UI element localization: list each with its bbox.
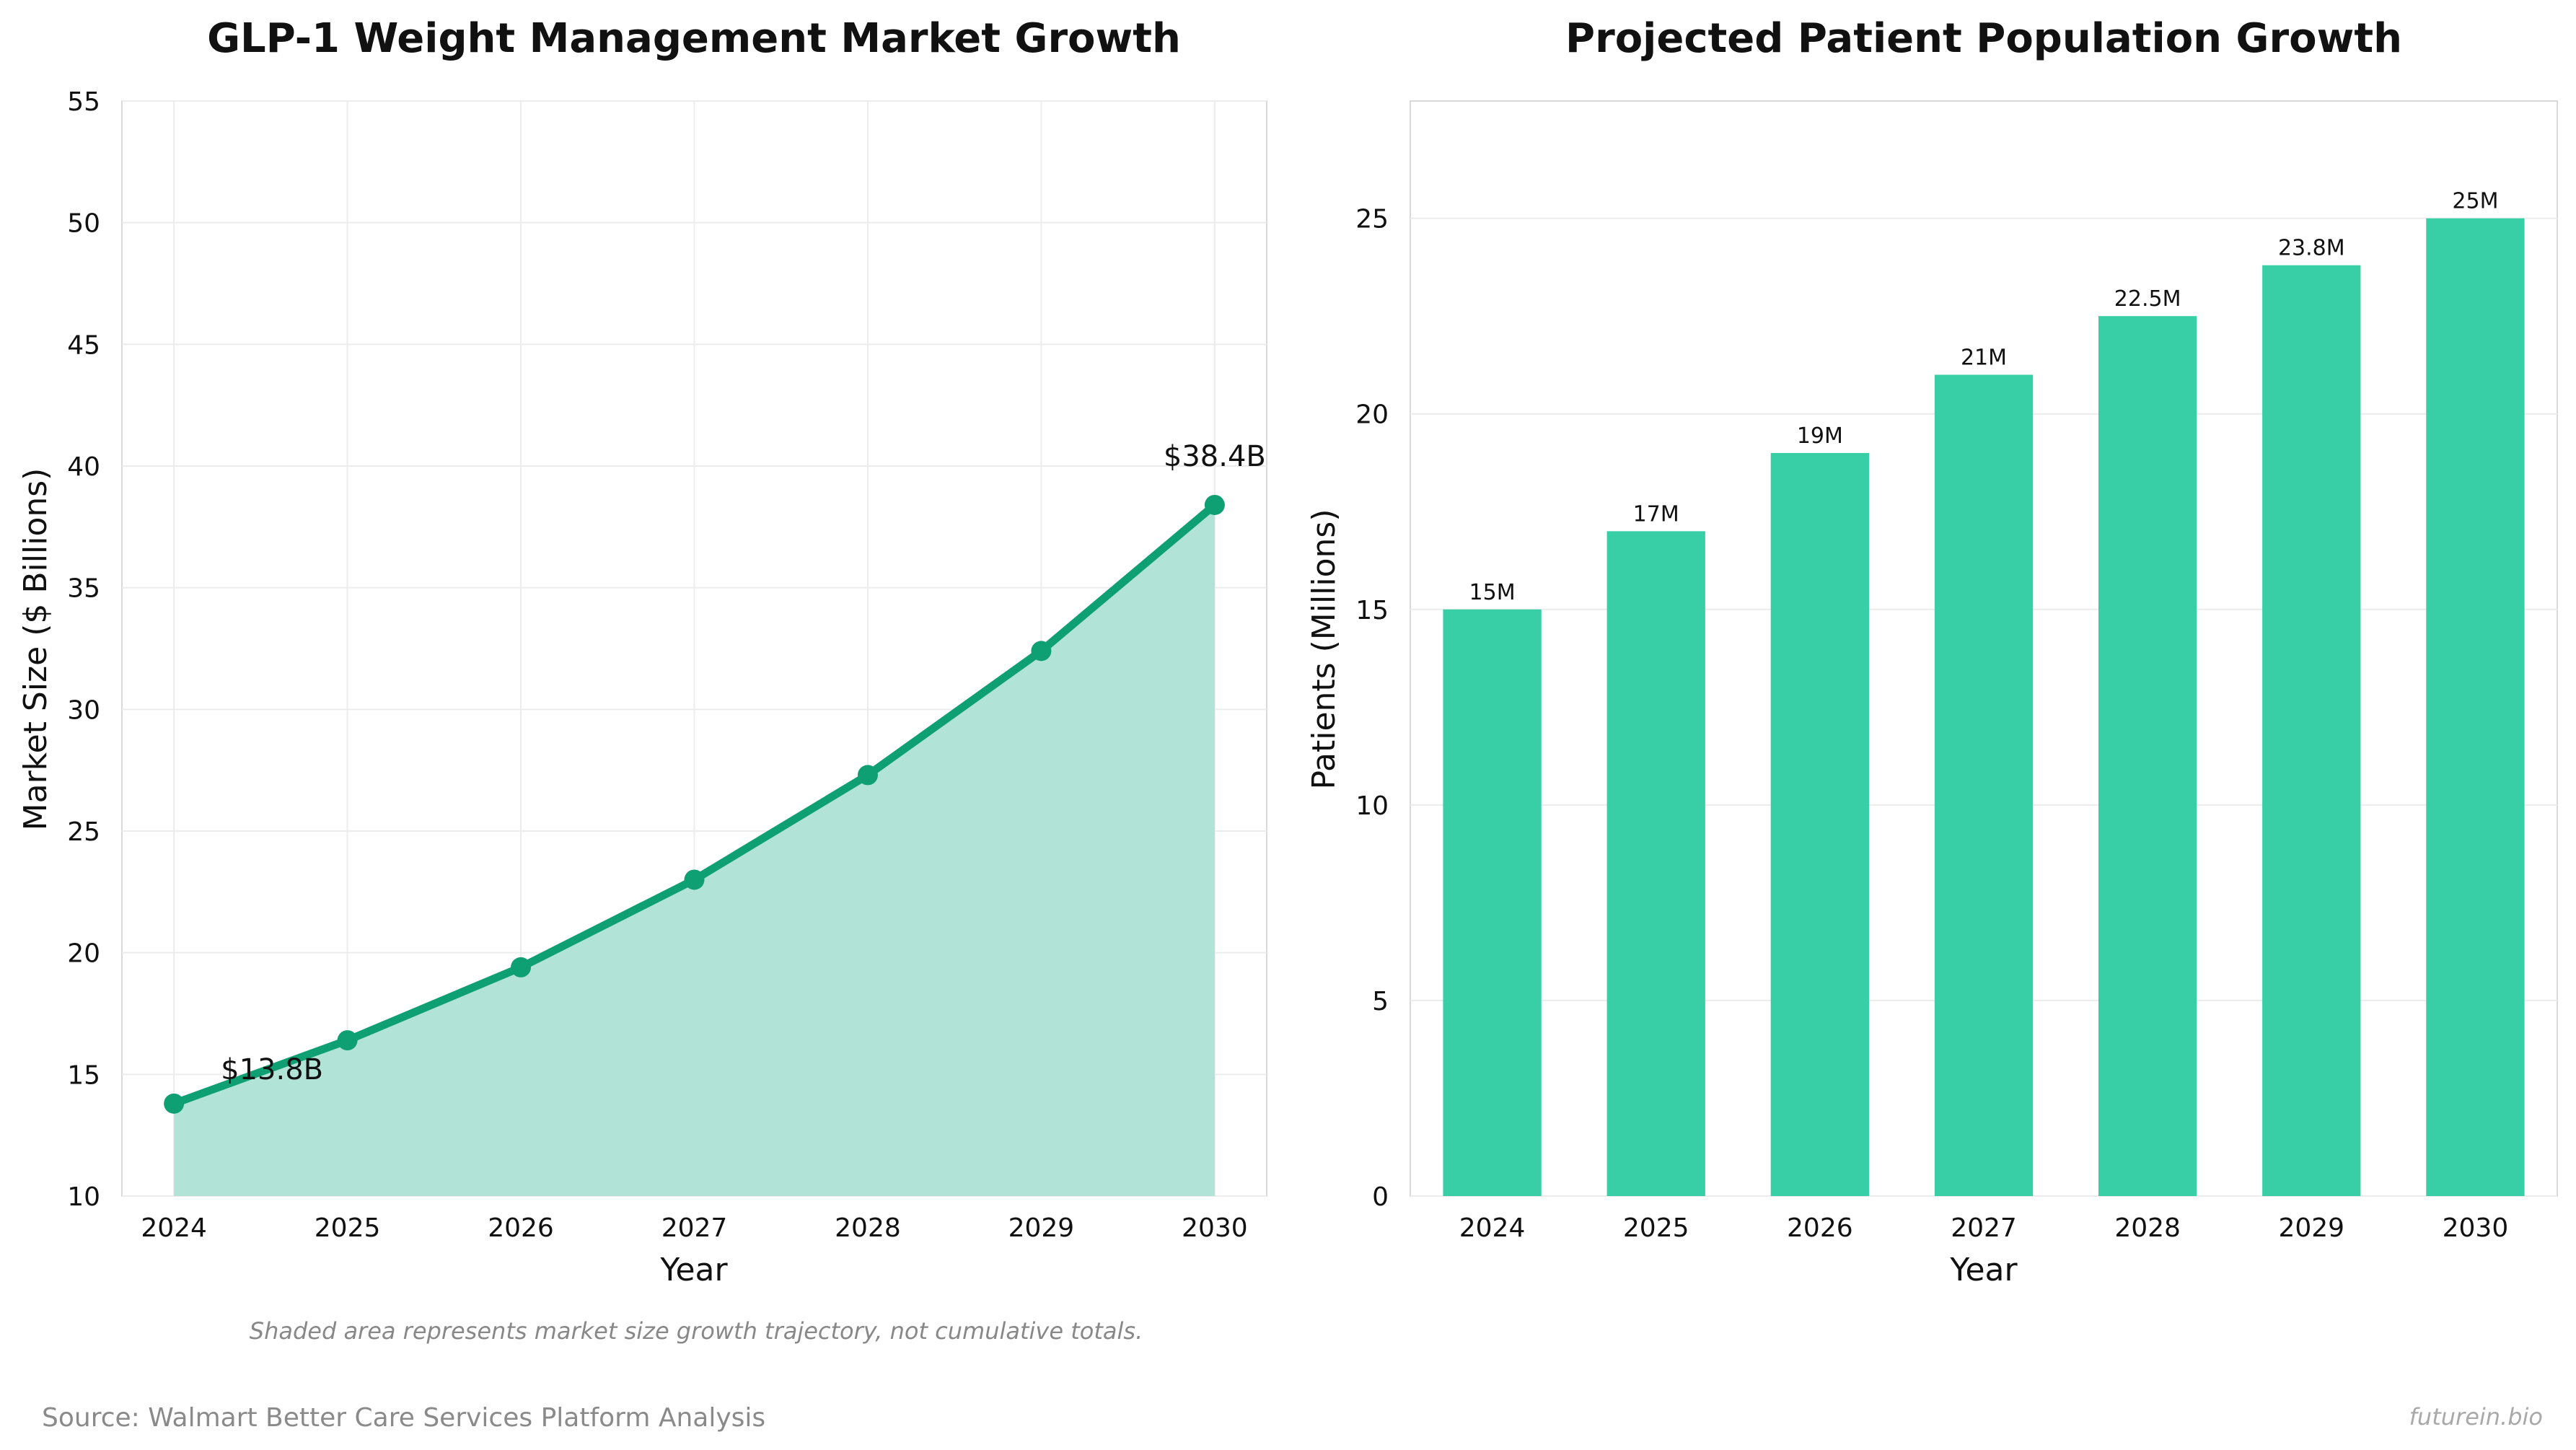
market-chart-title: GLP-1 Weight Management Market Growth (207, 15, 1181, 62)
y-tick-label: 10 (1355, 791, 1389, 821)
y-tick-label: 10 (67, 1182, 100, 1212)
bar-data-label: 21M (1961, 346, 2007, 371)
market-area-fill (174, 505, 1215, 1196)
market-x-tick-labels: 2024 2025 2026 2027 2028 2029 2030 (141, 1213, 1247, 1243)
patient-x-tick-labels: 2024 2025 2026 2027 2028 2029 2030 (1459, 1213, 2508, 1243)
data-point (684, 869, 705, 890)
y-tick-label: 25 (1355, 205, 1389, 234)
patient-y-tick-labels: 0 5 10 15 20 25 (1355, 205, 1389, 1212)
data-point (337, 1030, 358, 1051)
bar-data-label: 19M (1797, 423, 1843, 449)
market-y-tick-labels: 10 15 20 25 30 35 40 45 50 55 (67, 87, 100, 1212)
patient-x-axis-label: Year (1949, 1252, 2018, 1288)
market-y-axis-label: Market Size ($ Billions) (17, 468, 54, 831)
x-tick-label: 2029 (1008, 1213, 1075, 1243)
y-tick-label: 35 (67, 574, 100, 604)
brand-watermark: futurein.bio (2409, 1403, 2543, 1431)
y-tick-label: 50 (67, 209, 100, 239)
market-data-points (164, 494, 1225, 1114)
bar (2262, 265, 2361, 1197)
x-tick-label: 2028 (2114, 1213, 2181, 1243)
data-point (164, 1093, 185, 1114)
y-tick-label: 15 (1355, 596, 1389, 625)
x-tick-label: 2027 (1951, 1213, 2017, 1243)
x-tick-label: 2024 (141, 1213, 207, 1243)
y-tick-label: 55 (67, 87, 100, 117)
patient-population-chart: Projected Patient Population Growth 15M1… (1306, 15, 2558, 1288)
x-tick-label: 2026 (488, 1213, 554, 1243)
x-tick-label: 2025 (1623, 1213, 1689, 1243)
chart-footnote: Shaded area represents market size growt… (249, 1317, 1143, 1345)
data-point (511, 957, 532, 977)
y-tick-label: 45 (67, 330, 100, 360)
bar-data-label: 25M (2452, 189, 2498, 214)
bar-data-label: 15M (1469, 580, 1516, 605)
market-annotations: $13.8B $38.4B (221, 440, 1266, 1086)
y-tick-label: 5 (1372, 987, 1389, 1016)
y-tick-label: 40 (67, 452, 100, 482)
x-tick-label: 2030 (2443, 1213, 2509, 1243)
bar (1606, 531, 1705, 1196)
data-point (857, 765, 878, 786)
bar (2098, 316, 2197, 1196)
y-tick-label: 15 (67, 1060, 100, 1090)
data-point (1031, 641, 1052, 662)
bar (1770, 452, 1869, 1196)
bar (2426, 218, 2525, 1197)
patient-chart-title: Projected Patient Population Growth (1565, 15, 2402, 62)
bar (1443, 609, 1542, 1196)
patient-bars (1443, 218, 2525, 1197)
x-tick-label: 2026 (1787, 1213, 1853, 1243)
source-caption: Source: Walmart Better Care Services Pla… (42, 1403, 766, 1433)
x-tick-label: 2029 (2278, 1213, 2344, 1243)
bar-data-label: 23.8M (2278, 236, 2345, 261)
patient-bar-data-labels: 15M 17M 19M 21M 22.5M 23.8M 25M (1469, 189, 2499, 605)
data-point (1204, 494, 1225, 515)
data-annotation: $38.4B (1164, 440, 1266, 473)
x-tick-label: 2025 (315, 1213, 381, 1243)
patient-y-axis-label: Patients (Millions) (1306, 509, 1342, 789)
bar (1934, 374, 2034, 1196)
y-tick-label: 20 (67, 939, 100, 969)
y-tick-label: 25 (67, 817, 100, 847)
x-tick-label: 2030 (1182, 1213, 1248, 1243)
x-tick-label: 2028 (835, 1213, 901, 1243)
bar-data-label: 17M (1633, 501, 1679, 527)
x-tick-label: 2027 (661, 1213, 728, 1243)
data-annotation: $13.8B (221, 1053, 323, 1086)
market-growth-chart: GLP-1 Weight Management Market Growth 20… (17, 15, 1267, 1288)
x-tick-label: 2024 (1459, 1213, 1526, 1243)
y-tick-label: 20 (1355, 400, 1389, 430)
bar-data-label: 22.5M (2114, 286, 2181, 312)
y-tick-label: 0 (1372, 1182, 1389, 1212)
y-tick-label: 30 (67, 695, 100, 725)
market-x-axis-label: Year (659, 1252, 728, 1288)
